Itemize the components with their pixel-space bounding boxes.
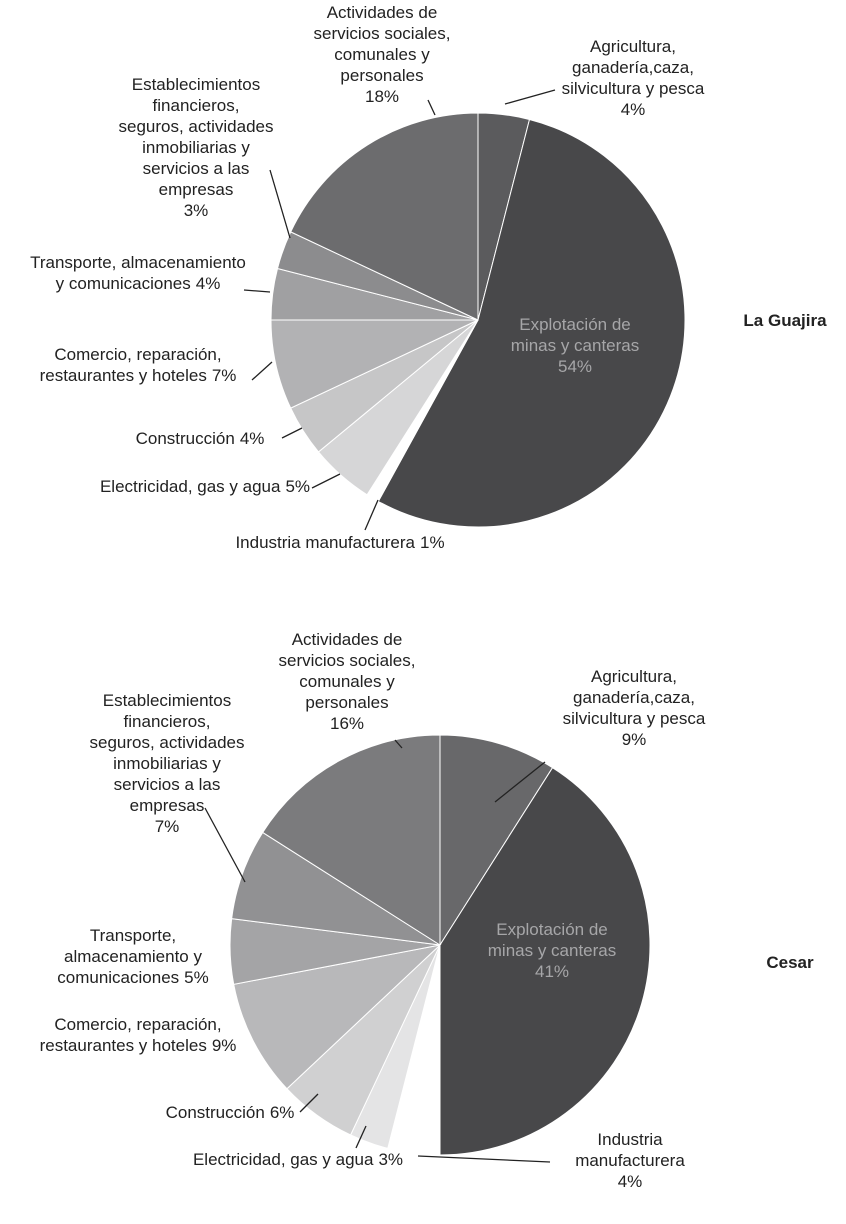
leader-line [204,807,246,883]
leader-line [394,739,403,749]
leader-line [355,1125,367,1149]
value-label: 6% [270,1103,295,1122]
value-label: 1% [420,533,445,552]
value-label: 5% [184,968,209,987]
value-label: 16% [330,714,364,733]
pie-slice [439,734,554,947]
slice-label: Explotación de minas y canteras [488,920,617,960]
value-label: 3% [378,1150,403,1169]
leader-line [243,289,271,293]
value-label: 18% [365,87,399,106]
slice-label: Electricidad, gas y agua [100,477,281,496]
slice-label: Agricultura, ganadería,caza, silvicultura … [562,37,705,98]
slice-label: Electricidad, gas y agua [193,1150,374,1169]
leader-line [364,499,379,531]
value-label: 4% [621,100,646,119]
pie-slice [377,118,686,528]
value-label: 5% [285,477,310,496]
value-label: 4% [618,1172,643,1191]
slice-label: Actividades de servicios sociales, comunal… [314,3,451,85]
slice-label: Actividades de servicios sociales, comunal… [279,630,416,712]
value-label: 7% [155,817,180,836]
leader-line [504,89,556,105]
slice-label: Agricultura, ganadería,caza, silvicultura … [563,667,706,728]
slice-label: Industria manufacturera [235,533,415,552]
leader-line [281,427,303,439]
leader-line [417,1155,551,1163]
pie-slice [233,944,442,1090]
leader-line [269,169,291,239]
value-label: 54% [558,357,592,376]
value-label: 7% [212,366,237,385]
pie-slice [439,767,651,1156]
value-label: 3% [184,201,209,220]
slice-label: Construcción [166,1103,265,1122]
leader-line [427,99,436,116]
value-label: 9% [212,1036,237,1055]
value-label: 41% [535,962,569,981]
slice-label: Transporte, almacenamiento y comunicacione… [57,926,202,987]
pie-slice [290,112,479,321]
leader-line [494,761,546,803]
value-label: 4% [240,429,265,448]
slice-label: Construcción [136,429,235,448]
slice-label: Explotación de minas y canteras [511,315,640,355]
slice-label: Comercio, reparación, restaurantes y hote… [40,345,222,385]
pie-slice [262,734,441,946]
chart-title: Cesar [766,953,814,972]
slice-label: Comercio, reparación, restaurantes y hote… [40,1015,222,1055]
leader-line [251,361,273,381]
slice-label: Establecimientos financieros, seguros, act… [119,75,274,199]
leader-line [311,473,341,489]
leader-line [299,1093,319,1113]
value-label: 4% [196,274,221,293]
value-label: 9% [622,730,647,749]
slice-label: Transporte, almacenamiento y comunicacion… [30,253,246,293]
chart-title: La Guajira [743,311,827,330]
slice-label: Industria manufacturera [575,1130,685,1170]
slice-label: Establecimientos financieros, seguros, act… [90,691,245,815]
